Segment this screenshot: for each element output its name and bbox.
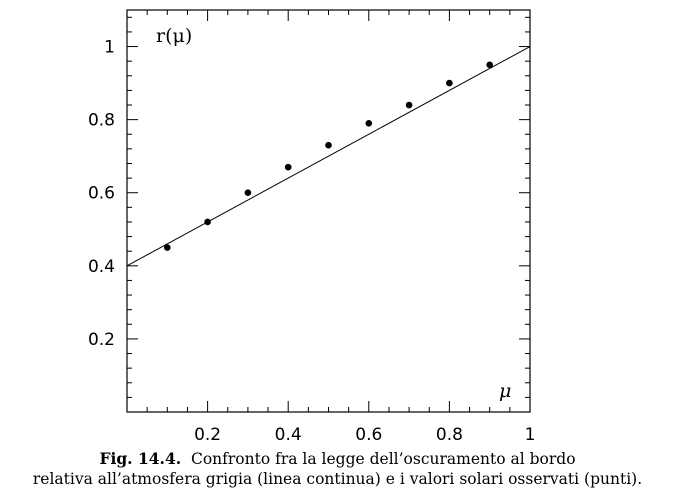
y-tick-labels: 0.2 0.4 0.6 0.8 1 bbox=[88, 38, 115, 350]
solar-data-point bbox=[405, 101, 413, 109]
chart: 0.2 0.4 0.6 0.8 1 0.2 0.4 0.6 0.8 1 r(μ) μ bbox=[88, 9, 535, 445]
x-tick-label: 1 bbox=[525, 425, 536, 445]
x-tick-label: 0.4 bbox=[275, 425, 302, 445]
caption-line-1: Fig. 14.4. Confronto fra la legge dell’o… bbox=[0, 449, 675, 469]
x-tick-label: 0.8 bbox=[436, 425, 463, 445]
axis-ticks bbox=[127, 10, 530, 412]
plot-marks bbox=[126, 46, 531, 267]
solar-data-point bbox=[204, 218, 211, 226]
caption-text-1: Confronto fra la legge dell’oscuramento … bbox=[190, 450, 576, 468]
y-tick-label: 0.2 bbox=[88, 330, 115, 350]
x-axis-label: μ bbox=[499, 380, 511, 402]
gray-atmosphere-line bbox=[126, 46, 531, 267]
y-tick-label: 1 bbox=[104, 38, 115, 58]
caption-line-2: relativa all’atmosfera grigia (linea con… bbox=[32, 470, 643, 488]
solar-data-point bbox=[446, 79, 453, 87]
solar-data-point bbox=[284, 163, 292, 171]
y-tick-label: 0.4 bbox=[88, 257, 115, 277]
solar-data-point bbox=[486, 61, 494, 69]
x-tick-label: 0.6 bbox=[355, 425, 382, 445]
caption-figure-label: Fig. 14.4. bbox=[99, 449, 182, 468]
solar-data-point bbox=[325, 141, 332, 149]
y-tick-label: 0.8 bbox=[88, 111, 115, 131]
y-tick-label: 0.6 bbox=[88, 184, 115, 204]
solar-data-point bbox=[244, 189, 252, 197]
solar-data-point bbox=[365, 119, 373, 127]
y-axis-label: r(μ) bbox=[156, 25, 192, 47]
solar-data-point bbox=[164, 244, 171, 251]
x-tick-labels: 0.2 0.4 0.6 0.8 1 bbox=[194, 425, 535, 445]
x-tick-label: 0.2 bbox=[194, 425, 221, 445]
figure-caption: Fig. 14.4. Confronto fra la legge dell’o… bbox=[0, 449, 675, 489]
plot-frame bbox=[126, 9, 531, 413]
